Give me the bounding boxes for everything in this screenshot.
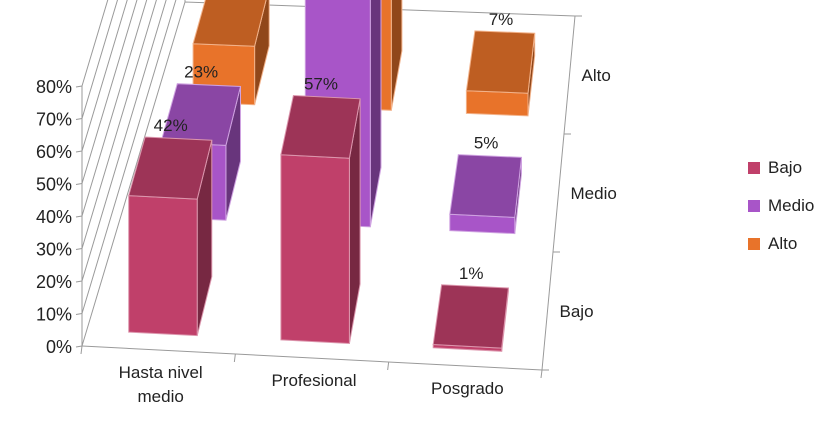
legend-item-medio: Medio xyxy=(748,196,838,216)
y-tick xyxy=(75,215,83,218)
y-tick-label: 30% xyxy=(36,240,72,260)
y-tick-label: 40% xyxy=(36,207,72,227)
y-tick xyxy=(75,118,83,120)
y-tick-label: 70% xyxy=(36,110,72,130)
y-tick-label: 60% xyxy=(36,142,72,162)
y-tick xyxy=(75,345,83,348)
bar-medio-profesional-side xyxy=(369,0,382,227)
bar-bajo-profesional-front xyxy=(280,154,350,345)
data-label-bajo-profesional: 57% xyxy=(304,74,338,93)
x-tick-label-profesional: Profesional xyxy=(271,371,356,390)
gridline xyxy=(81,0,167,282)
bar-medio-posgrado xyxy=(449,154,523,235)
legend: Bajo Medio Alto xyxy=(748,158,838,272)
bar-medio-posgrado-top xyxy=(449,154,523,218)
bar-bajo-posgrado xyxy=(432,284,509,352)
legend-label-bajo: Bajo xyxy=(768,158,803,177)
y-tick-label: 10% xyxy=(36,305,72,325)
bar-bajo-profesional-top xyxy=(280,94,361,159)
x-tick-label-posgrado: Posgrado xyxy=(431,379,504,398)
x-tick xyxy=(233,353,236,363)
bar-bajo-hasta-nivel-medio-front xyxy=(128,195,198,337)
legend-item-alto: Alto xyxy=(748,234,838,254)
y-tick xyxy=(75,183,83,185)
y-tick-label: 0% xyxy=(46,337,72,357)
legend-label-alto: Alto xyxy=(768,234,798,253)
depth-tick-label-alto: Alto xyxy=(582,66,611,85)
x-tick-label-hasta-nivel-medio: Hasta nivel xyxy=(119,363,203,382)
x-axis-line xyxy=(81,345,543,371)
y-tick xyxy=(75,150,83,153)
gridline xyxy=(81,0,128,152)
data-label-alto-posgrado: 7% xyxy=(489,10,514,29)
gridline xyxy=(81,0,119,119)
bar-bajo-hasta-nivel-medio xyxy=(128,136,213,337)
bar-alto-profesional-side xyxy=(390,0,403,111)
depth-axis-line xyxy=(541,15,576,371)
legend-swatch-alto xyxy=(748,238,760,250)
depth-tick-label-medio: Medio xyxy=(571,184,617,203)
y-tick xyxy=(75,313,83,315)
bar-alto-hasta-nivel-medio-top xyxy=(192,0,267,47)
x-tick xyxy=(540,369,543,379)
bar-bajo-posgrado-top xyxy=(432,284,509,349)
y-tick-label: 80% xyxy=(36,77,72,97)
legend-label-medio: Medio xyxy=(768,196,815,215)
y-tick-label: 50% xyxy=(36,175,72,195)
bar-alto-posgrado xyxy=(465,30,536,117)
bar-bajo-profesional xyxy=(280,94,361,345)
legend-item-bajo: Bajo xyxy=(748,158,838,178)
gridline xyxy=(81,0,148,217)
data-label-bajo-posgrado: 1% xyxy=(459,264,484,283)
legend-swatch-bajo xyxy=(748,162,760,174)
y-tick xyxy=(75,85,83,88)
y-tick xyxy=(75,280,83,283)
gridline xyxy=(81,0,157,249)
data-label-medio-hasta-nivel-medio: 23% xyxy=(184,63,218,82)
depth-tick-label-bajo: Bajo xyxy=(560,302,594,321)
x-tick xyxy=(387,361,390,371)
gridline xyxy=(81,0,177,314)
legend-swatch-medio xyxy=(748,200,760,212)
bar-alto-posgrado-front xyxy=(465,90,529,117)
data-label-medio-posgrado: 5% xyxy=(474,134,499,153)
y-tick-label: 20% xyxy=(36,272,72,292)
bar-medio-hasta-nivel-medio-top xyxy=(160,83,242,146)
bar-alto-posgrado-top xyxy=(465,30,536,94)
x-tick-label-hasta-nivel-medio: medio xyxy=(138,387,184,406)
bar-bajo-hasta-nivel-medio-top xyxy=(128,136,213,200)
x-tick xyxy=(80,345,83,355)
data-label-bajo-hasta-nivel-medio: 42% xyxy=(154,116,188,135)
y-tick xyxy=(75,248,83,250)
gridline xyxy=(81,0,138,184)
